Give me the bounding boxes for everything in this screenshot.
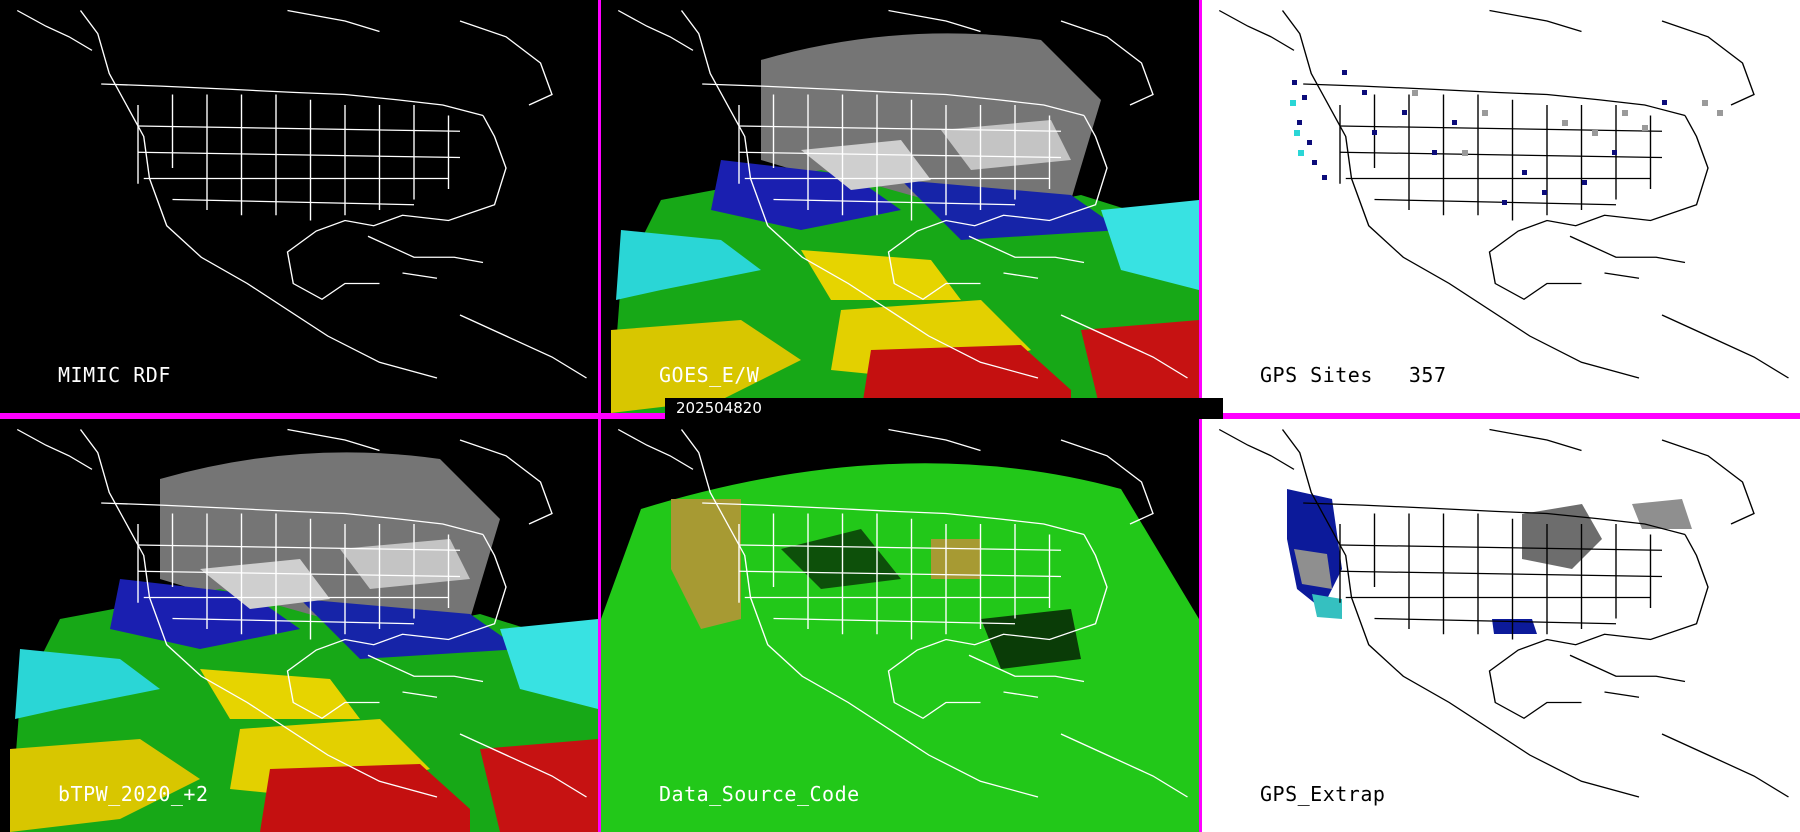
panel-label: MIMIC RDF: [58, 363, 171, 387]
timestamp: 202504820: [676, 399, 762, 417]
panel-label: bTPW_2020_+2: [58, 782, 209, 806]
panel-label: GOES_E/W: [659, 363, 760, 387]
panel-goes-ew: GOES_E/W: [601, 0, 1199, 413]
panel-data-source-code: Data_Source_Code: [601, 419, 1199, 832]
panel-btpw: bTPW_2020_+2: [0, 419, 598, 832]
map-gps-extrap: [1218, 428, 1790, 798]
gps-sites-count: 357: [1408, 363, 1447, 387]
map-data-source-code: [601, 428, 1199, 832]
map-gps-sites: [1218, 9, 1790, 379]
panel-label: GPS Sites 357: [1260, 363, 1447, 387]
panel-label: GPS_Extrap: [1260, 782, 1386, 806]
map-goes-ew: [611, 9, 1199, 413]
gps-sites-label: GPS Sites: [1260, 363, 1373, 387]
map-btpw: [10, 428, 598, 832]
panel-label: Data_Source_Code: [659, 782, 860, 806]
timestamp-bar: [665, 398, 1223, 419]
panel-gps-extrap: GPS_Extrap: [1202, 419, 1800, 832]
panel-gps-sites: GPS Sites 357: [1202, 0, 1800, 413]
divider-vertical-left: [598, 0, 601, 832]
panel-mimic-rdf: MIMIC RDF: [0, 0, 598, 413]
map-mimic-rdf: [16, 9, 588, 379]
